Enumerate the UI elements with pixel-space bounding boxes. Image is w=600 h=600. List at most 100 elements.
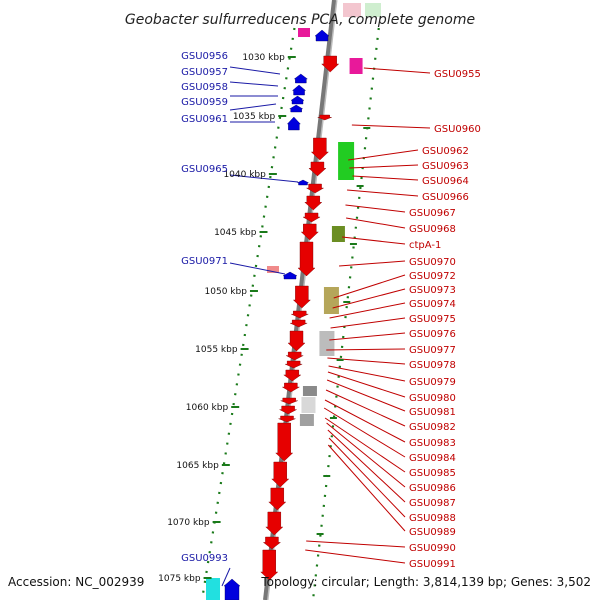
forward-gene-arrow <box>275 422 294 462</box>
label-connector <box>327 429 406 503</box>
label-connector <box>352 175 419 181</box>
gene-label-right[interactable]: GSU0986 <box>409 483 456 494</box>
label-connector <box>229 174 299 183</box>
forward-gene-arrow <box>260 549 279 581</box>
label-connector <box>221 567 231 587</box>
forward-gene-arrow <box>287 330 306 352</box>
gene-label-right[interactable]: GSU0983 <box>409 438 456 449</box>
forward-gene-arrow <box>308 161 327 177</box>
reverse-gene-arrow <box>288 104 304 113</box>
gene-label-right[interactable]: GSU0990 <box>409 543 456 554</box>
label-connector <box>346 217 406 229</box>
gene-label-right[interactable]: GSU0972 <box>409 271 456 282</box>
forward-gene-arrow <box>310 137 329 161</box>
label-connector <box>332 288 406 309</box>
label-connector <box>363 67 431 74</box>
label-connector <box>305 549 406 564</box>
gene-label-right[interactable]: GSU0967 <box>409 208 456 219</box>
reverse-gene-arrow <box>293 73 308 84</box>
label-connector <box>330 317 406 329</box>
gene-label-right[interactable]: ctpA-1 <box>409 240 441 251</box>
kbp-label: 1055 kbp <box>195 345 238 355</box>
forward-gene-arrow <box>268 487 287 511</box>
gene-label-left[interactable]: GSU0958 <box>181 82 228 93</box>
kbp-label: 1065 kbp <box>176 461 219 471</box>
label-connector <box>323 407 406 458</box>
forward-gene-arrow <box>281 382 301 393</box>
gene-label-right[interactable]: GSU0970 <box>409 257 456 268</box>
gene-label-left[interactable]: GSU0957 <box>181 67 228 78</box>
gene-label-left[interactable]: GSU0993 <box>181 553 228 564</box>
kbp-label: 1070 kbp <box>167 518 210 528</box>
gene-label-right[interactable]: GSU0963 <box>422 161 469 172</box>
forward-gene-arrow <box>300 223 319 241</box>
pink-feature <box>267 266 279 273</box>
gene-label-right[interactable]: GSU0960 <box>434 124 481 135</box>
gene-label-right[interactable]: GSU0973 <box>409 285 456 296</box>
cyan-feature <box>206 578 220 600</box>
forward-gene-arrow <box>290 319 308 328</box>
grey-feature <box>301 397 316 413</box>
gene-label-right[interactable]: GSU0979 <box>409 377 456 388</box>
grey-feature <box>299 414 314 426</box>
gene-label-right[interactable]: GSU0955 <box>434 69 481 80</box>
gene-label-right[interactable]: GSU0977 <box>409 345 456 356</box>
gene-label-right[interactable]: GSU0964 <box>422 176 469 187</box>
forward-gene-arrow <box>297 241 316 277</box>
gene-label-left[interactable]: GSU0961 <box>181 114 228 125</box>
gene-label-right[interactable]: GSU0974 <box>409 299 456 310</box>
gene-label-right[interactable]: GSU0981 <box>409 407 456 418</box>
label-connector <box>339 260 406 267</box>
gene-label-right[interactable]: GSU0982 <box>409 422 456 433</box>
gene-label-right[interactable]: GSU0978 <box>409 360 456 371</box>
olive-feature <box>331 226 345 242</box>
gene-label-right[interactable]: GSU0975 <box>409 314 456 325</box>
accession-text: Accession: NC_002939 <box>8 575 144 589</box>
kbp-label: 1045 kbp <box>214 228 257 238</box>
label-connector <box>348 149 419 161</box>
gene-label-right[interactable]: GSU0991 <box>409 559 456 570</box>
forward-gene-arrow <box>292 285 311 309</box>
reverse-gene-arrow <box>286 116 301 131</box>
gene-label-right[interactable]: GSU0968 <box>409 224 456 235</box>
gene-label-right[interactable]: GSU0962 <box>422 146 469 157</box>
reverse-gene-arrow <box>290 95 305 105</box>
gene-label-left[interactable]: GSU0956 <box>181 51 228 62</box>
label-connector <box>329 332 406 341</box>
label-connector <box>229 66 281 75</box>
gene-label-right[interactable]: GSU0980 <box>409 393 456 404</box>
gene-label-right[interactable]: GSU0988 <box>409 513 456 524</box>
label-connector <box>351 124 431 129</box>
gene-label-left[interactable]: GSU0959 <box>181 97 228 108</box>
map-title: Geobacter sulfurreducens PCA, complete g… <box>125 12 475 28</box>
gene-label-right[interactable]: GSU0985 <box>409 468 456 479</box>
forward-gene-arrow <box>279 405 297 415</box>
forward-gene-arrow <box>305 183 325 194</box>
label-connector <box>229 103 277 111</box>
label-connector <box>349 164 419 169</box>
label-connector <box>327 444 406 532</box>
gene-label-right[interactable]: GSU0966 <box>422 192 469 203</box>
kbp-ticks <box>203 56 371 579</box>
kbp-label: 1050 kbp <box>205 287 248 297</box>
label-connector <box>324 399 406 443</box>
label-connector <box>326 379 406 412</box>
forward-gene-arrow <box>271 461 290 488</box>
label-connector <box>342 236 406 245</box>
khaki-feature <box>323 287 339 314</box>
gene-labels: 1030 kbp 1035 kbp 1040 kbp 1045 kbp 1050 kbp… <box>158 51 481 584</box>
gene-label-right[interactable]: GSU0987 <box>409 498 456 509</box>
forward-gene-arrow <box>317 114 332 121</box>
gene-label-right[interactable]: GSU0984 <box>409 453 456 464</box>
gene-label-left[interactable]: GSU0965 <box>181 164 228 175</box>
gene-label-left[interactable]: GSU0971 <box>181 256 228 267</box>
gene-label-right[interactable]: GSU0989 <box>409 527 456 538</box>
grey-feature <box>302 386 317 396</box>
faint-feature <box>343 3 361 17</box>
forward-gene-arrow <box>286 351 304 361</box>
label-connector <box>333 274 406 299</box>
gene-label-right[interactable]: GSU0976 <box>409 329 456 340</box>
forward-gene-arrow <box>321 55 340 73</box>
label-connector <box>325 389 406 427</box>
